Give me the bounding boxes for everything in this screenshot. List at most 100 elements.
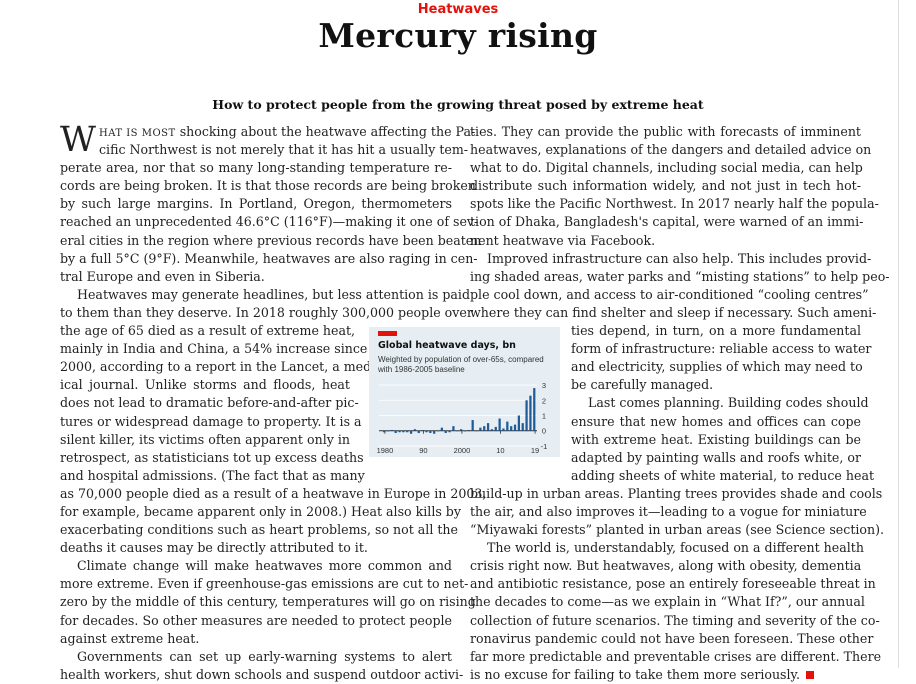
line-text: 2000, according to a report in the Lance… xyxy=(60,359,376,375)
line-text: collection of future scenarios. The timi… xyxy=(470,612,880,628)
left-column-line: to them than they deserve. In 2018 rough… xyxy=(60,304,473,322)
line-text: does not lead to dramatic before-and-aft… xyxy=(60,395,359,411)
bar xyxy=(529,395,532,431)
left-column-line: and hospital admissions. (The fact that … xyxy=(60,467,365,485)
line-text: reached an unprecedented 46.6°C (116°F)—… xyxy=(60,214,479,230)
bar xyxy=(490,429,494,431)
left-column-line: for decades. So other measures are neede… xyxy=(60,612,452,630)
bar xyxy=(444,430,447,434)
line-text: perate area, nor that so many long-stand… xyxy=(60,160,452,176)
right-column-line: the air, and also improves it—leading to… xyxy=(470,503,867,521)
bar xyxy=(413,429,417,431)
bar xyxy=(452,426,455,431)
bar xyxy=(433,430,436,434)
left-column-line: more extreme. Even if greenhouse-gas emi… xyxy=(60,575,468,593)
right-column-line: distribute such information widely, and … xyxy=(470,177,861,195)
bar xyxy=(475,430,478,432)
line-text: adding sheets of white material, to redu… xyxy=(571,467,875,483)
line-text: to them than they deserve. In 2018 rough… xyxy=(60,304,473,320)
line-text: health workers, shut down schools and su… xyxy=(60,666,464,682)
line-text: and hospital admissions. (The fact that … xyxy=(60,467,365,483)
line-text: ronavirus pandemic could not have been f… xyxy=(470,630,874,646)
left-column-line: exacerbating conditions such as heart pr… xyxy=(60,521,458,539)
right-column-line: ties depend, in turn, on a more fundamen… xyxy=(571,322,861,340)
left-column-line: cific Northwest is not merely that it ha… xyxy=(60,141,468,159)
right-column-line: ple cool down, and access to air-conditi… xyxy=(470,286,869,304)
bar xyxy=(521,423,524,431)
left-column-line: zero by the middle of this century, temp… xyxy=(60,593,476,611)
y-tick-label: 2 xyxy=(542,396,546,405)
line-text: Heatwaves may generate headlines, but le… xyxy=(77,286,471,302)
right-column-line: the decades to come—as we explain in “Wh… xyxy=(470,593,865,611)
bar xyxy=(483,426,486,431)
y-tick-label: 0 xyxy=(542,427,546,436)
right-column-line: crisis right now. But heatwaves, along w… xyxy=(470,557,861,575)
line-text: spots like the Pacific Northwest. In 201… xyxy=(470,196,879,212)
line-text: ensure that new homes and offices can co… xyxy=(571,413,861,429)
drop-cap: W xyxy=(60,120,96,160)
line-text: mainly in India and China, a 54% increas… xyxy=(60,341,368,357)
line-text: with extreme heat. Existing buildings ca… xyxy=(571,431,861,447)
bar xyxy=(502,428,505,431)
bar xyxy=(406,430,409,433)
left-column-line: by such large margins. In Portland, Oreg… xyxy=(60,195,452,213)
left-column-line: silent killer, its victims often apparen… xyxy=(60,431,350,449)
bar xyxy=(456,430,459,432)
bar xyxy=(394,430,397,434)
left-column: W HAT IS MOST shocking about the heatwave… xyxy=(60,120,486,684)
end-mark-icon xyxy=(806,670,814,679)
line-text: the age of 65 died as a result of extrem… xyxy=(60,323,356,339)
left-column-line: perate area, nor that so many long-stand… xyxy=(60,159,452,177)
bar xyxy=(448,430,451,433)
line-text: by such large margins. In Portland, Oreg… xyxy=(60,196,452,212)
x-tick-label: 19 xyxy=(531,446,539,455)
right-column-line: ensure that new homes and offices can co… xyxy=(571,413,861,431)
line-text: Last comes planning. Building codes shou… xyxy=(588,395,869,411)
line-text: nent heatwave via Facebook. xyxy=(470,232,656,248)
line-text: “Miyawaki forests” planted in urban area… xyxy=(470,522,885,538)
y-tick-label: -1 xyxy=(541,442,548,451)
right-column-line: ing shaded areas, water parks and “misti… xyxy=(470,268,890,286)
right-column-line: where they can find shelter and sleep if… xyxy=(470,304,876,322)
line-text: the decades to come—as we explain in “Wh… xyxy=(470,594,865,610)
line-text: ties. They can provide the public with f… xyxy=(470,124,861,139)
bar xyxy=(383,430,386,433)
bar xyxy=(429,430,432,434)
line-text: tures or widespread damage to property. … xyxy=(60,413,362,429)
line-text: ical journal. Unlike storms and floods, … xyxy=(60,377,350,393)
bar xyxy=(425,430,428,433)
chart-subtitle: Weighted by population of over-65s, comp… xyxy=(378,355,544,374)
line-text: form of infrastructure: reliable access … xyxy=(571,341,872,357)
left-column-line: ical journal. Unlike storms and floods, … xyxy=(60,376,350,394)
page-edge-rule xyxy=(898,0,899,668)
left-column-line: the age of 65 died as a result of extrem… xyxy=(60,322,355,340)
bar xyxy=(467,429,470,431)
line-text: ple cool down, and access to air-conditi… xyxy=(470,286,869,302)
line-text: retrospect, as statisticians tot up exce… xyxy=(60,449,364,465)
line-text: cords are being broken. It is that those… xyxy=(60,178,476,194)
bar xyxy=(421,429,424,431)
headline: Mercury rising xyxy=(318,16,598,55)
bar xyxy=(386,430,390,432)
bar xyxy=(506,421,509,431)
bar xyxy=(436,430,440,432)
bar xyxy=(460,429,463,431)
line-text: what to do. Digital channels, including … xyxy=(470,160,863,176)
left-column-line: Heatwaves may generate headlines, but le… xyxy=(60,286,470,304)
left-column-line: HAT IS MOST shocking about the heatwave … xyxy=(60,123,475,141)
right-column-line: with extreme heat. Existing buildings ca… xyxy=(571,431,861,449)
line-text: against extreme heat. xyxy=(60,630,200,646)
line-text: The world is, understandably, focused on… xyxy=(487,540,864,556)
standfirst: How to protect people from the growing t… xyxy=(212,97,704,112)
left-column-line: mainly in India and China, a 54% increas… xyxy=(60,340,367,358)
line-text: by a full 5°C (9°F). Meanwhile, heatwave… xyxy=(60,250,478,266)
x-tick-label: 10 xyxy=(496,446,504,455)
bar xyxy=(510,426,513,431)
line-text: and electricity, supplies of which may n… xyxy=(571,359,863,375)
bar xyxy=(513,424,517,431)
left-column-line: 2000, according to a report in the Lance… xyxy=(60,358,375,376)
line-text: is no excuse for failing to take them mo… xyxy=(470,666,800,682)
right-column-line: “Miyawaki forests” planted in urban area… xyxy=(470,521,884,539)
left-column-line: deaths it causes may be directly attribu… xyxy=(60,539,452,557)
line-text: Improved infrastructure can also help. T… xyxy=(487,250,872,266)
